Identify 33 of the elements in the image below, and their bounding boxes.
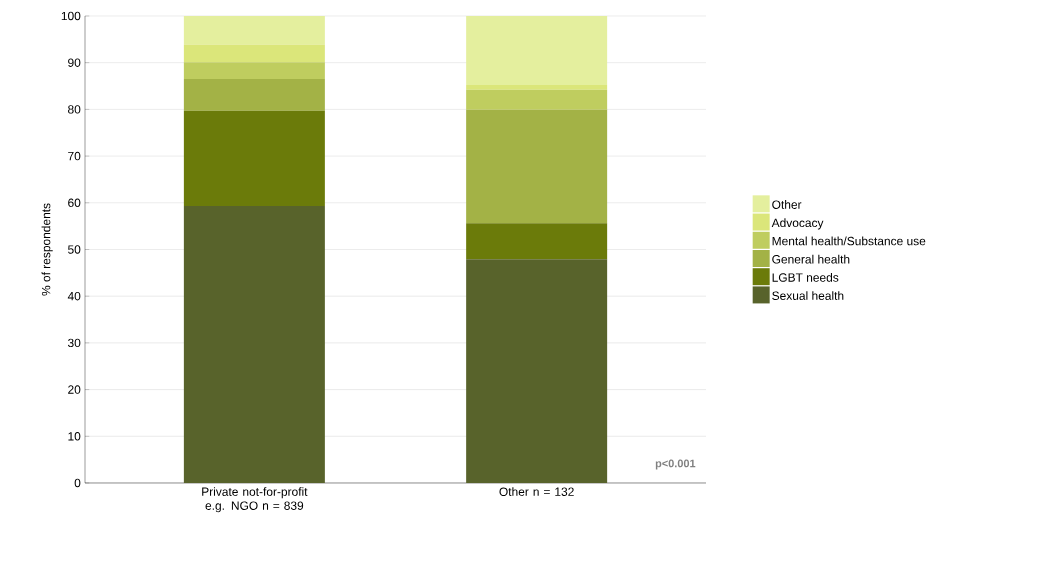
- y-tick-label: 70: [68, 151, 81, 161]
- legend-label: Mental health/Substance use: [772, 236, 926, 246]
- x-tick-label: Private not-for-profit e.g. NGO n = 839: [202, 487, 308, 513]
- legend-label: Sexual health: [772, 291, 844, 300]
- y-axis-title: % of respondents: [41, 203, 53, 296]
- y-tick-label: 90: [68, 58, 81, 67]
- bar: [183, 62, 325, 80]
- bar: [183, 15, 325, 45]
- bar: [183, 206, 325, 483]
- bar: [183, 110, 325, 207]
- x-tick-label: Other n = 132: [499, 487, 574, 496]
- legend-label: Advocacy: [771, 218, 824, 230]
- bar: [466, 85, 608, 90]
- bar: [466, 223, 608, 260]
- bar: [183, 79, 325, 111]
- y-tick-label: 80: [68, 105, 81, 114]
- bar: [466, 89, 608, 110]
- legend-label: Other: [772, 200, 802, 209]
- bar: [466, 259, 608, 483]
- y-tick-label: 10: [68, 432, 81, 441]
- y-tick-label: 20: [68, 385, 81, 394]
- bar: [466, 15, 608, 86]
- y-tick-label: 50: [68, 245, 81, 254]
- legend-label: LGBT needs: [772, 272, 839, 282]
- legend-label: General health: [772, 254, 850, 264]
- y-tick-label: 60: [68, 198, 81, 208]
- annotation: p<0.001: [655, 459, 696, 470]
- y-tick-label: 100: [61, 11, 81, 21]
- y-tick-label: 40: [67, 291, 81, 301]
- bar: [183, 44, 325, 63]
- y-tick-label: 30: [67, 338, 81, 348]
- y-tick-label: 0: [74, 478, 81, 488]
- bar: [466, 109, 608, 224]
